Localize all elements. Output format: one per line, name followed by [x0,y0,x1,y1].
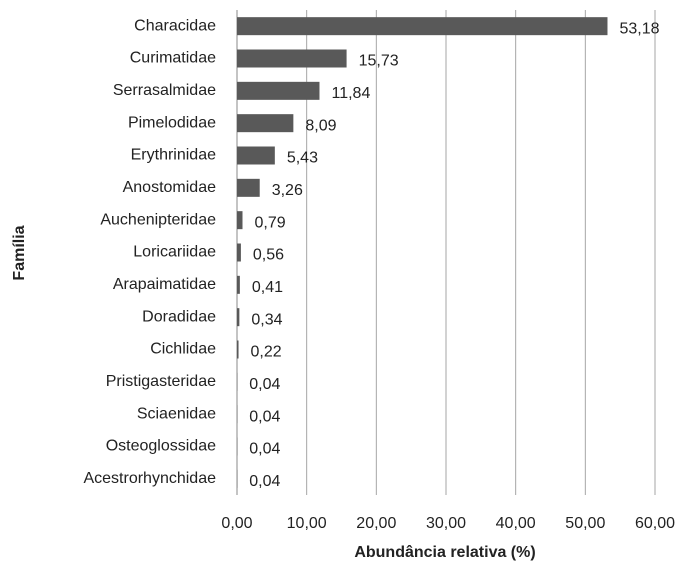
y-tick-label: Acestrorhynchidae [83,470,216,487]
y-tick-label: Pimelodidae [128,114,216,131]
value-label: 0,04 [249,408,280,425]
value-label: 53,18 [619,20,659,37]
value-label: 0,34 [251,311,282,328]
bar [237,211,243,229]
bar [237,179,260,197]
value-label: 0,56 [253,247,284,264]
value-label: 0,04 [249,473,280,490]
value-label: 5,43 [287,150,318,167]
y-tick-label: Pristigasteridae [106,373,216,390]
value-label: 0,79 [255,214,286,231]
bar [237,147,275,165]
value-label: 0,22 [251,344,282,361]
x-tick-label: 0,00 [221,515,252,532]
x-tick-label: 60,00 [635,515,675,532]
y-tick-label: Characidae [134,17,216,34]
y-tick-label: Cichlidae [150,341,216,358]
value-label: 0,41 [252,279,283,296]
value-label: 0,04 [249,441,280,458]
y-tick-label: Anostomidae [123,179,216,196]
y-tick-label: Erythrinidae [131,147,216,164]
x-tick-label: 40,00 [496,515,536,532]
bar [237,276,240,294]
x-tick-label: 10,00 [287,515,327,532]
x-tick-label: 50,00 [565,515,605,532]
y-tick-label: Serrasalmidae [113,82,216,99]
value-label: 0,04 [249,376,280,393]
value-label: 11,84 [331,85,370,102]
y-tick-label: Sciaenidae [137,405,216,422]
bar [237,308,239,326]
x-axis-title: Abundância relativa (%) [354,544,535,561]
value-label: 15,73 [359,53,399,70]
y-tick-label: Osteoglossidae [106,438,216,455]
y-tick-label: Loricariidae [133,244,216,261]
y-tick-label: Auchenipteridae [100,211,216,228]
x-tick-label: 20,00 [356,515,396,532]
y-tick-label: Curimatidae [130,50,216,67]
bar [237,244,241,262]
bar [237,114,293,132]
y-tick-label: Arapaimatidae [113,276,216,293]
x-tick-label: 30,00 [426,515,466,532]
y-tick-label: Doradidae [142,308,216,325]
bar [237,17,607,35]
bar [237,82,319,100]
bar [237,50,347,68]
y-axis-title: Família [11,225,28,280]
bar [237,341,239,359]
value-label: 8,09 [305,117,336,134]
value-label: 3,26 [272,182,303,199]
